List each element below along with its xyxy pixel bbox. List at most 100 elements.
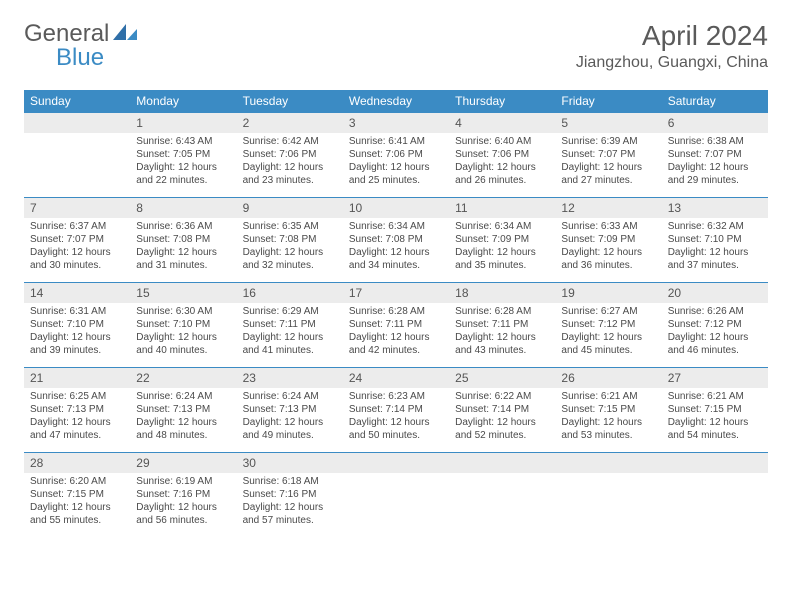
day-line: Sunset: 7:11 PM (243, 318, 337, 331)
day-number: 26 (555, 368, 661, 388)
day-body: Sunrise: 6:24 AMSunset: 7:13 PMDaylight:… (237, 388, 343, 452)
day-line: Sunset: 7:09 PM (561, 233, 655, 246)
day-line: Sunrise: 6:20 AM (30, 475, 124, 488)
day-number: 22 (130, 368, 236, 388)
day-line: and 32 minutes. (243, 259, 337, 272)
day-number: 11 (449, 198, 555, 218)
day-line: and 26 minutes. (455, 174, 549, 187)
daynum-strip: 78910111213 (24, 197, 768, 218)
day-line: Daylight: 12 hours (136, 501, 230, 514)
dow-cell: Tuesday (237, 90, 343, 112)
logo-text-blue: Blue (56, 44, 104, 71)
day-line: Sunrise: 6:32 AM (668, 220, 762, 233)
day-line: Daylight: 12 hours (136, 331, 230, 344)
day-number: 10 (343, 198, 449, 218)
day-number: 6 (662, 113, 768, 133)
dow-row: SundayMondayTuesdayWednesdayThursdayFrid… (24, 90, 768, 112)
day-line: Sunset: 7:13 PM (243, 403, 337, 416)
week: 282930Sunrise: 6:20 AMSunset: 7:15 PMDay… (24, 452, 768, 537)
day-line: and 39 minutes. (30, 344, 124, 357)
day-line: Sunset: 7:12 PM (668, 318, 762, 331)
day-line: and 40 minutes. (136, 344, 230, 357)
day-line: Sunset: 7:13 PM (30, 403, 124, 416)
day-line: Sunrise: 6:34 AM (349, 220, 443, 233)
location: Jiangzhou, Guangxi, China (576, 54, 768, 72)
week: 14151617181920Sunrise: 6:31 AMSunset: 7:… (24, 282, 768, 367)
day-line: Sunset: 7:14 PM (455, 403, 549, 416)
day-line: Sunrise: 6:40 AM (455, 135, 549, 148)
day-line: Daylight: 12 hours (455, 416, 549, 429)
day-number (343, 453, 449, 473)
day-number: 24 (343, 368, 449, 388)
day-body: Sunrise: 6:27 AMSunset: 7:12 PMDaylight:… (555, 303, 661, 367)
day-number (449, 453, 555, 473)
day-number: 7 (24, 198, 130, 218)
day-line: Sunrise: 6:24 AM (243, 390, 337, 403)
day-line: Daylight: 12 hours (668, 331, 762, 344)
day-line: and 50 minutes. (349, 429, 443, 442)
calendar: SundayMondayTuesdayWednesdayThursdayFrid… (24, 90, 768, 537)
day-line: Sunset: 7:06 PM (243, 148, 337, 161)
day-line: Sunset: 7:08 PM (136, 233, 230, 246)
day-line: and 42 minutes. (349, 344, 443, 357)
day-number: 30 (237, 453, 343, 473)
day-line: Daylight: 12 hours (243, 246, 337, 259)
day-line: Sunrise: 6:33 AM (561, 220, 655, 233)
day-line: Sunset: 7:10 PM (30, 318, 124, 331)
dow-cell: Wednesday (343, 90, 449, 112)
day-line: Daylight: 12 hours (455, 246, 549, 259)
day-line: Daylight: 12 hours (561, 331, 655, 344)
day-line: Sunrise: 6:18 AM (243, 475, 337, 488)
day-line: Daylight: 12 hours (30, 501, 124, 514)
title-block: April 2024 Jiangzhou, Guangxi, China (576, 20, 768, 72)
day-body: Sunrise: 6:41 AMSunset: 7:06 PMDaylight:… (343, 133, 449, 197)
day-body: Sunrise: 6:28 AMSunset: 7:11 PMDaylight:… (449, 303, 555, 367)
day-line: and 34 minutes. (349, 259, 443, 272)
body-strip: Sunrise: 6:31 AMSunset: 7:10 PMDaylight:… (24, 303, 768, 367)
body-strip: Sunrise: 6:43 AMSunset: 7:05 PMDaylight:… (24, 133, 768, 197)
day-line: Daylight: 12 hours (243, 501, 337, 514)
day-number: 19 (555, 283, 661, 303)
day-line: Sunset: 7:08 PM (243, 233, 337, 246)
day-body: Sunrise: 6:19 AMSunset: 7:16 PMDaylight:… (130, 473, 236, 537)
day-number: 12 (555, 198, 661, 218)
day-line: Sunrise: 6:21 AM (668, 390, 762, 403)
day-body: Sunrise: 6:40 AMSunset: 7:06 PMDaylight:… (449, 133, 555, 197)
day-body: Sunrise: 6:35 AMSunset: 7:08 PMDaylight:… (237, 218, 343, 282)
day-line: Daylight: 12 hours (136, 161, 230, 174)
day-number: 18 (449, 283, 555, 303)
day-line: Sunset: 7:15 PM (561, 403, 655, 416)
day-line: Sunset: 7:11 PM (349, 318, 443, 331)
dow-cell: Sunday (24, 90, 130, 112)
day-line: Sunset: 7:10 PM (668, 233, 762, 246)
day-line: Sunset: 7:07 PM (561, 148, 655, 161)
day-number (24, 113, 130, 133)
day-line: Sunrise: 6:43 AM (136, 135, 230, 148)
day-line: Sunrise: 6:35 AM (243, 220, 337, 233)
day-line: Daylight: 12 hours (455, 331, 549, 344)
day-body: Sunrise: 6:24 AMSunset: 7:13 PMDaylight:… (130, 388, 236, 452)
day-line: Sunset: 7:09 PM (455, 233, 549, 246)
day-line: Sunrise: 6:23 AM (349, 390, 443, 403)
day-number: 21 (24, 368, 130, 388)
day-line: Sunrise: 6:28 AM (349, 305, 443, 318)
day-line: Sunset: 7:05 PM (136, 148, 230, 161)
day-line: and 41 minutes. (243, 344, 337, 357)
body-strip: Sunrise: 6:37 AMSunset: 7:07 PMDaylight:… (24, 218, 768, 282)
day-line: and 29 minutes. (668, 174, 762, 187)
day-line: Daylight: 12 hours (668, 161, 762, 174)
day-number: 1 (130, 113, 236, 133)
day-body: Sunrise: 6:22 AMSunset: 7:14 PMDaylight:… (449, 388, 555, 452)
day-line: and 27 minutes. (561, 174, 655, 187)
day-line: and 55 minutes. (30, 514, 124, 527)
day-line: and 31 minutes. (136, 259, 230, 272)
day-body: Sunrise: 6:38 AMSunset: 7:07 PMDaylight:… (662, 133, 768, 197)
day-number (555, 453, 661, 473)
month-title: April 2024 (576, 20, 768, 52)
day-line: Daylight: 12 hours (243, 161, 337, 174)
day-line: and 48 minutes. (136, 429, 230, 442)
day-line: and 43 minutes. (455, 344, 549, 357)
day-line: and 22 minutes. (136, 174, 230, 187)
day-line: and 57 minutes. (243, 514, 337, 527)
body-strip: Sunrise: 6:20 AMSunset: 7:15 PMDaylight:… (24, 473, 768, 537)
